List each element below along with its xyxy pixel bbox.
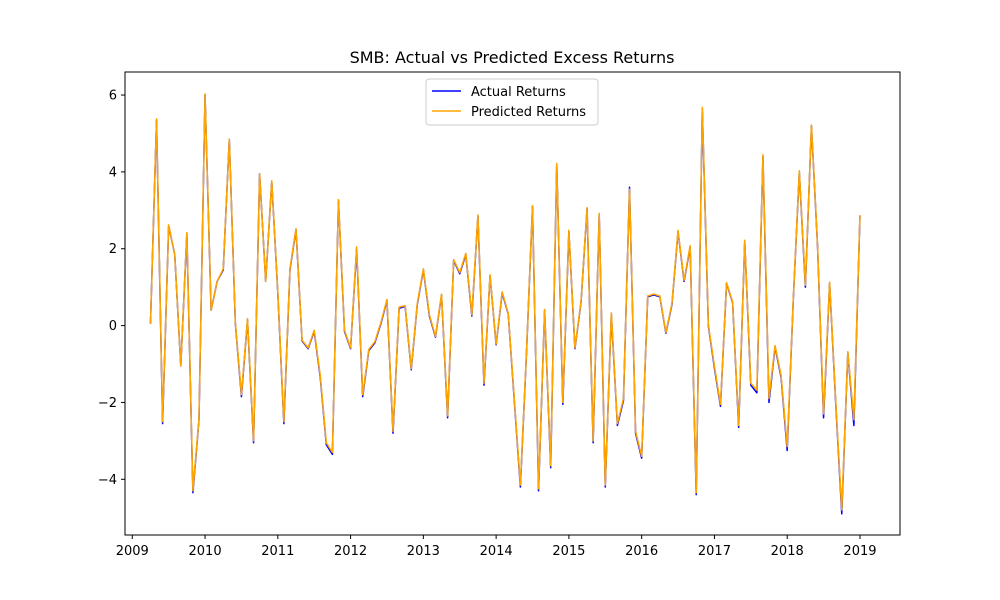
- legend-label-predicted: Predicted Returns: [471, 105, 586, 120]
- x-tick-label: 2015: [552, 544, 585, 559]
- y-tick-label: 4: [109, 165, 117, 180]
- axes-background: [125, 72, 900, 535]
- y-tick-label: −4: [98, 473, 117, 488]
- plot-area: 2009 2010 2011 2012 2013 2014 2015 2016 2017 2018…: [98, 71, 901, 559]
- x-tick-label: 2011: [261, 544, 294, 559]
- y-tick-label: 2: [109, 242, 117, 257]
- x-tick-label: 2016: [625, 544, 658, 559]
- axes-frame: [124, 71, 901, 536]
- chart-title: SMB: Actual vs Predicted Excess Returns: [350, 48, 675, 67]
- x-tick-label: 2012: [334, 544, 367, 559]
- series-lines: [149, 93, 861, 515]
- x-tick-label: 2009: [116, 544, 149, 559]
- y-axis: −4 −2 0 2 4 6: [98, 89, 125, 488]
- legend-label-actual: Actual Returns: [471, 85, 566, 100]
- x-tick-label: 2014: [480, 544, 513, 559]
- x-tick-label: 2017: [698, 544, 731, 559]
- series-line-predicted: [149, 93, 861, 511]
- y-tick-label: −2: [98, 396, 117, 411]
- x-tick-label: 2019: [843, 544, 876, 559]
- x-tick-label: 2010: [189, 544, 222, 559]
- y-tick-label: 6: [109, 89, 117, 104]
- x-axis: 2009 2010 2011 2012 2013 2014 2015 2016 2017 2018…: [116, 535, 877, 559]
- legend-box: [425, 78, 599, 126]
- y-tick-label: 0: [109, 319, 117, 334]
- legend: Actual Returns Predicted Returns: [425, 78, 599, 126]
- x-tick-label: 2018: [771, 544, 804, 559]
- x-tick-label: 2013: [407, 544, 440, 559]
